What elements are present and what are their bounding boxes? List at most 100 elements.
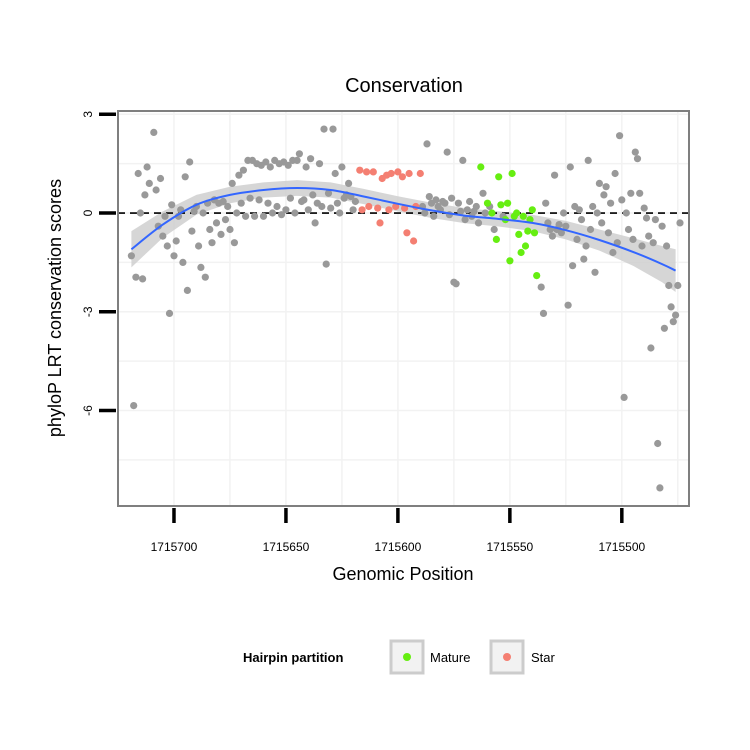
data-point-other: [239, 166, 247, 174]
data-point-other: [307, 155, 315, 163]
x-tick-label: 1715600: [375, 540, 422, 554]
chart-title: Conservation: [345, 75, 463, 97]
data-point-other: [329, 125, 337, 133]
data-point-other: [654, 439, 662, 448]
data-point-other: [181, 173, 189, 181]
data-point-other: [577, 216, 586, 224]
data-point-other: [336, 209, 344, 217]
data-point-other: [573, 235, 581, 243]
data-point-star: [405, 169, 413, 178]
data-point-other: [672, 311, 680, 319]
data-point-star: [398, 173, 406, 181]
data-point-other: [170, 252, 178, 260]
data-point-other: [226, 225, 234, 234]
legend: Hairpin partition Mature Star: [243, 639, 556, 675]
data-point-other: [620, 393, 628, 401]
data-point-other: [423, 140, 431, 148]
data-point-other: [560, 209, 568, 217]
data-point-other: [242, 212, 250, 220]
data-point-other: [586, 225, 595, 234]
data-point-mature: [504, 199, 512, 207]
data-point-other: [627, 189, 635, 197]
legend-label-star: Star: [531, 650, 556, 665]
data-point-other: [168, 201, 176, 209]
data-point-other: [195, 242, 203, 250]
legend-item-mature: Mature: [389, 639, 470, 675]
data-point-other: [273, 202, 281, 211]
data-point-other: [188, 227, 196, 235]
data-point-other: [228, 179, 236, 187]
data-point-other: [629, 235, 637, 243]
data-point-other: [557, 229, 566, 237]
data-point-mature: [517, 248, 525, 257]
data-point-other: [640, 204, 648, 212]
data-point-other: [163, 242, 171, 250]
data-point-other: [197, 263, 205, 271]
data-point-other: [324, 189, 333, 197]
data-point-other: [633, 155, 642, 163]
legend-label-mature: Mature: [430, 650, 470, 665]
data-point-other: [284, 161, 292, 169]
data-point-other: [127, 252, 135, 260]
data-point-other: [246, 194, 254, 202]
data-point-other: [598, 219, 606, 227]
data-point-other: [349, 206, 357, 214]
data-point-other: [300, 196, 308, 204]
data-point-other: [555, 221, 563, 229]
data-point-other: [642, 214, 651, 222]
data-point-other: [212, 219, 221, 227]
data-point-other: [441, 199, 449, 207]
data-point-other: [551, 171, 559, 179]
x-tick-label: 1715550: [487, 540, 534, 554]
data-point-other: [638, 242, 646, 250]
data-point-other: [139, 275, 147, 283]
data-point-other: [616, 132, 624, 140]
data-point-star: [365, 202, 373, 211]
data-point-mature: [477, 163, 485, 171]
data-point-other: [219, 197, 227, 206]
data-point-other: [674, 281, 682, 290]
data-point-other: [669, 318, 677, 326]
data-point-other: [338, 163, 346, 171]
data-point-other: [591, 268, 599, 276]
data-point-other: [315, 160, 324, 168]
data-point-other: [647, 344, 655, 352]
data-point-other: [430, 212, 438, 220]
data-point-other: [183, 286, 191, 294]
x-tick-label: 1715700: [151, 540, 198, 554]
data-point-other: [607, 199, 615, 207]
data-point-other: [582, 242, 590, 250]
data-point-other: [251, 212, 259, 220]
data-point-other: [631, 148, 639, 156]
data-point-other: [611, 169, 619, 178]
legend-dot-mature: [403, 653, 411, 661]
y-tick-label: 0: [81, 209, 95, 216]
data-point-other: [165, 309, 174, 317]
data-point-other: [233, 209, 241, 217]
data-point-other: [161, 212, 169, 220]
data-point-other: [179, 258, 187, 266]
data-point-star: [356, 166, 364, 174]
data-point-other: [432, 196, 440, 204]
data-point-other: [604, 229, 613, 237]
data-point-other: [566, 163, 574, 171]
data-point-mature: [515, 230, 523, 238]
data-point-other: [474, 219, 483, 227]
data-point-other: [481, 209, 489, 217]
data-point-other: [266, 163, 274, 171]
data-point-other: [331, 169, 339, 178]
data-point-mature: [513, 209, 521, 217]
data-point-other: [333, 199, 341, 207]
data-point-other: [595, 179, 604, 187]
data-point-other: [145, 179, 153, 187]
data-point-other: [277, 211, 286, 219]
legend-item-star: Star: [489, 639, 556, 675]
data-point-other: [304, 206, 312, 214]
data-point-mature: [488, 209, 496, 217]
data-point-other: [425, 193, 433, 201]
y-axis-title: phyloP LRT conservation scores: [45, 179, 65, 437]
data-point-other: [132, 273, 140, 281]
data-point-other: [320, 125, 328, 133]
data-point-star: [376, 219, 384, 227]
data-point-other: [665, 281, 673, 290]
